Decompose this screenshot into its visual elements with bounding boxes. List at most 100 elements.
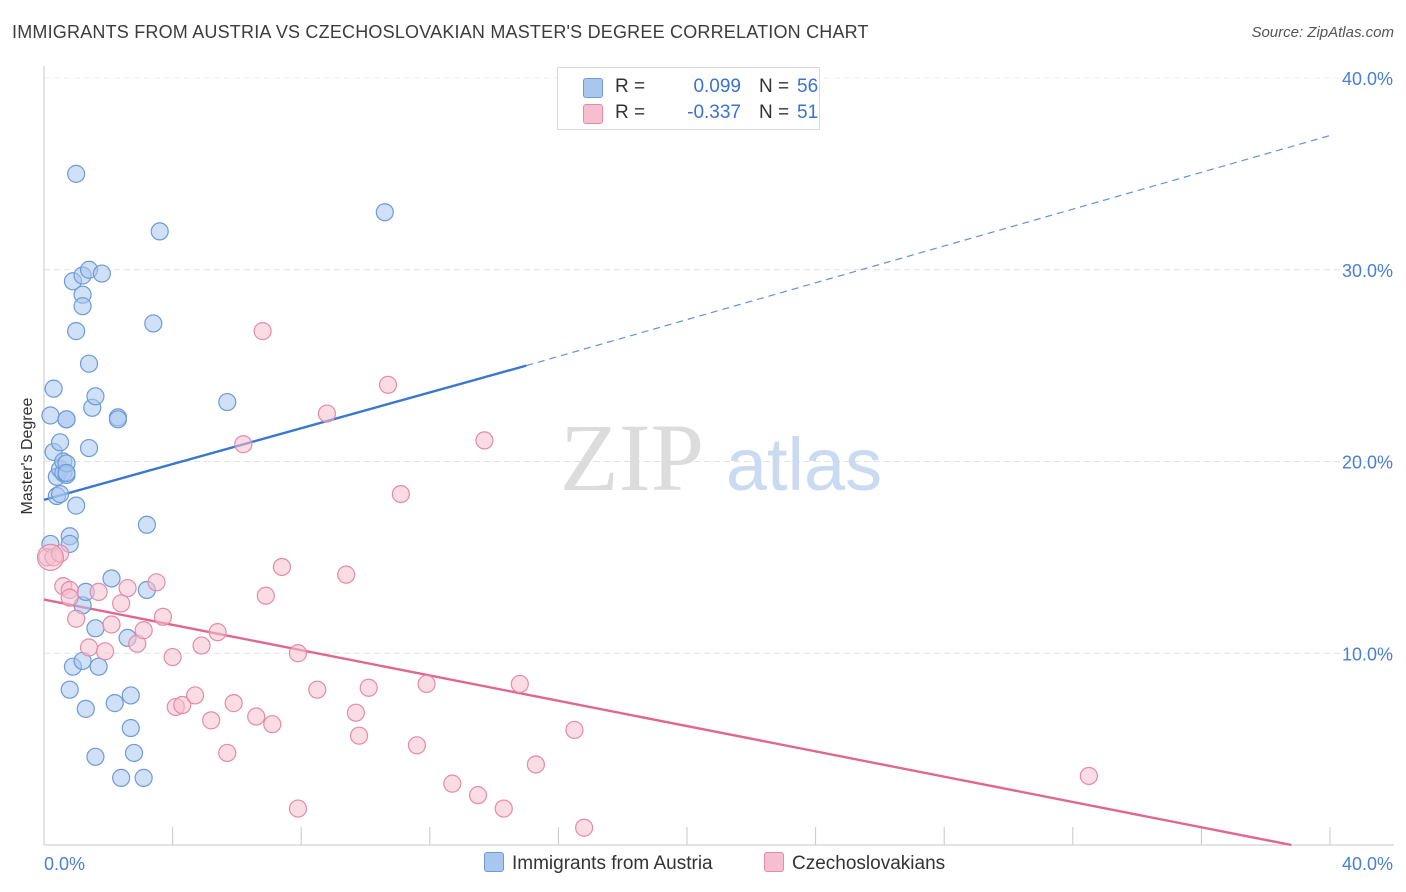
bottom-legend-swatch-czechoslovakians (764, 852, 784, 872)
trendline-czechoslovakians (43, 598, 1292, 847)
point-czechoslovakians (407, 736, 427, 755)
point-austria (57, 410, 76, 429)
bottom-legend-label-czechoslovakians: Czechoslovakians (792, 853, 946, 874)
point-czechoslovakians (526, 755, 545, 774)
y-axis-label: Master's Degree (19, 397, 36, 514)
point-czechoslovakians (173, 695, 192, 715)
point-austria (41, 406, 60, 425)
point-austria (124, 743, 144, 763)
point-austria (76, 699, 95, 718)
x-tick-label: 0.0% (44, 854, 85, 874)
point-austria (108, 410, 128, 429)
point-austria (57, 463, 76, 483)
legend-r-value: -0.337 (687, 102, 741, 123)
point-czechoslovakians (346, 703, 365, 722)
source-label: Source: ZipAtlas.com (1251, 24, 1394, 41)
point-czechoslovakians (349, 726, 369, 745)
x-tick-label: 40.0% (1342, 854, 1393, 874)
point-austria (79, 354, 99, 373)
point-austria (121, 718, 140, 738)
point-austria (67, 496, 86, 515)
point-austria (144, 314, 163, 333)
point-austria (44, 379, 63, 398)
chart-title: IMMIGRANTS FROM AUSTRIA VS CZECHOSLOVAKI… (12, 22, 869, 42)
point-czechoslovakians (134, 621, 153, 640)
point-czechoslovakians (288, 644, 308, 663)
trendlines (43, 134, 1331, 847)
point-austria (134, 768, 153, 787)
point-czechoslovakians (153, 607, 173, 626)
point-austria (375, 203, 394, 222)
legend-r-value: 0.099 (693, 76, 741, 97)
point-czechoslovakians (391, 484, 410, 504)
y-tick-label: 20.0% (1342, 453, 1393, 473)
point-austria (150, 222, 169, 241)
point-czechoslovakians (147, 573, 166, 592)
watermark-zip: ZIP (560, 404, 704, 511)
point-czechoslovakians (67, 609, 86, 628)
tick-labels: 10.0% 20.0% 30.0% 40.0% 0.0% 40.0% (44, 69, 1393, 874)
point-austria (105, 694, 124, 713)
point-austria (73, 297, 92, 316)
y-tick-label: 10.0% (1342, 644, 1393, 664)
legend-r-label: R = (615, 102, 646, 123)
point-czechoslovakians (186, 686, 205, 705)
y-tick-label: 40.0% (1342, 69, 1393, 89)
point-czechoslovakians (443, 774, 462, 793)
point-austria (112, 768, 131, 787)
point-czechoslovakians (112, 594, 131, 613)
point-austria (102, 569, 121, 588)
point-austria (92, 264, 111, 283)
point-austria (86, 387, 105, 406)
point-austria (86, 619, 105, 638)
point-czechoslovakians (36, 543, 65, 571)
point-czechoslovakians (510, 674, 529, 694)
point-czechoslovakians (263, 715, 282, 734)
point-czechoslovakians (163, 647, 182, 667)
legend-swatch-austria (583, 78, 603, 98)
point-czechoslovakians (337, 565, 356, 584)
point-austria (67, 164, 86, 183)
point-czechoslovakians (118, 578, 137, 598)
point-austria (137, 515, 156, 534)
legend-n-label: N = (759, 102, 790, 123)
bottom-legend-label-austria: Immigrants from Austria (512, 853, 713, 874)
bottom-legend-swatch-austria (484, 852, 504, 872)
point-austria (79, 438, 99, 458)
point-austria (67, 322, 86, 341)
point-austria (218, 392, 237, 412)
point-czechoslovakians (102, 615, 121, 634)
legend-r-label: R = (615, 76, 646, 97)
point-czechoslovakians (192, 636, 211, 655)
point-czechoslovakians (224, 694, 243, 713)
point-czechoslovakians (272, 557, 292, 577)
point-czechoslovakians (317, 404, 337, 423)
point-austria (121, 686, 140, 705)
point-czechoslovakians (208, 623, 227, 642)
legend-n-label: N = (759, 76, 790, 97)
point-austria (86, 747, 105, 766)
point-czechoslovakians (288, 799, 308, 818)
watermark-atlas: atlas (726, 423, 882, 506)
point-czechoslovakians (1079, 766, 1098, 786)
point-czechoslovakians (218, 743, 237, 763)
point-czechoslovakians (494, 799, 513, 818)
point-czechoslovakians (50, 544, 70, 563)
point-czechoslovakians (247, 707, 266, 726)
trendline-austria (43, 364, 527, 502)
legend-swatch-czechoslovakians (583, 104, 603, 124)
point-austria (50, 433, 70, 452)
point-czechoslovakians (378, 375, 398, 394)
point-czechoslovakians (253, 322, 272, 341)
point-czechoslovakians (89, 582, 108, 601)
point-austria (89, 657, 108, 676)
point-czechoslovakians (565, 720, 584, 740)
point-czechoslovakians (468, 786, 488, 805)
point-austria (50, 484, 70, 504)
point-czechoslovakians (308, 680, 327, 699)
point-czechoslovakians (79, 638, 99, 657)
point-czechoslovakians (417, 674, 436, 694)
point-austria (60, 680, 79, 699)
point-czechoslovakians (60, 588, 79, 607)
